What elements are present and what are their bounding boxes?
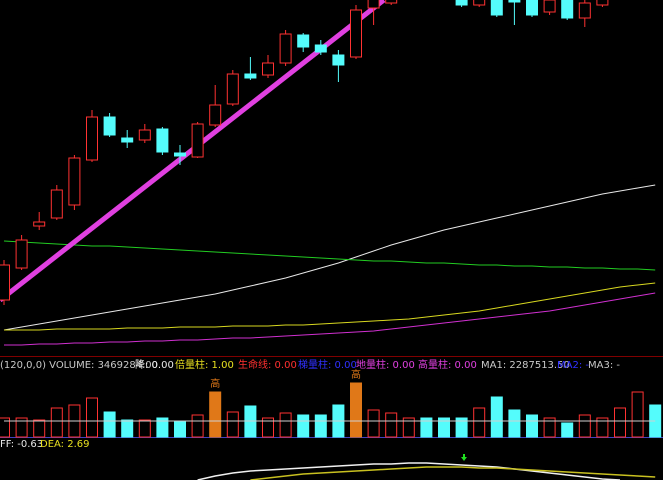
volume-bar <box>138 419 151 438</box>
volume-bar <box>508 409 521 438</box>
volume-bar <box>121 419 134 438</box>
candle-body <box>226 73 239 105</box>
candle-body <box>15 239 28 269</box>
macd-line <box>197 462 621 480</box>
volume-bar <box>402 417 415 438</box>
candle-body <box>526 0 538 16</box>
volume-bar <box>279 412 292 438</box>
candle-body <box>68 157 81 206</box>
volume-bar <box>385 412 398 438</box>
candle-body <box>103 116 116 136</box>
indicator-label: MA2: - <box>557 360 589 371</box>
volume-bar <box>15 417 28 438</box>
ma-line <box>3 184 656 331</box>
candle-body <box>244 73 257 79</box>
volume-bar <box>578 414 591 438</box>
indicator-label: MA3: - <box>588 360 620 371</box>
volume-bar <box>103 411 116 438</box>
volume-bar <box>614 407 626 438</box>
volume-panel: 高高 <box>0 368 662 438</box>
volume-bar <box>86 397 98 438</box>
candle-body <box>121 137 134 143</box>
signal-arrow <box>461 454 467 461</box>
volume-bar <box>191 414 204 438</box>
candle-body <box>191 123 204 158</box>
macd-panel <box>197 462 656 480</box>
volume-annotation: 高 <box>351 368 361 381</box>
indicator-label: 倍量柱: 1.00 <box>175 358 234 371</box>
macd-label: FF: -0.63 <box>0 439 43 450</box>
candle-body <box>578 2 591 19</box>
candle-body <box>33 221 46 227</box>
indicator-label: 地量柱: 0.00 <box>356 358 415 371</box>
candle-body <box>508 0 521 3</box>
volume-bar <box>226 411 239 438</box>
candle-body <box>490 0 503 16</box>
ma-line <box>4 292 656 346</box>
indicator-label: 高量柱: 0.00 <box>418 358 477 371</box>
candle-body <box>262 62 274 76</box>
volume-bar <box>526 414 538 438</box>
candle-body <box>543 0 556 13</box>
indicator-label: 降: 0.00 <box>135 358 174 371</box>
indicator-label: MA1: 2287513.50 <box>481 360 570 371</box>
volume-bar <box>543 417 556 438</box>
candle-body <box>297 34 310 48</box>
candle-body <box>367 0 380 9</box>
volume-bar <box>262 417 274 438</box>
candle-body <box>279 33 292 64</box>
indicator-label: (120,0,0) VOLUME: 3469284.00 <box>0 360 158 371</box>
candle-body <box>50 189 63 219</box>
candle-body <box>473 0 486 6</box>
ma-line <box>4 282 656 331</box>
volume-bar <box>631 391 644 438</box>
indicator-label: 梯量柱: 0.00 <box>298 358 357 371</box>
volume-bar <box>350 382 362 438</box>
volume-bar <box>420 417 433 438</box>
candle-body <box>561 0 574 19</box>
volume-bar <box>174 421 186 438</box>
candle-body <box>332 54 345 66</box>
indicator-label: 生命线: 0.00 <box>238 358 297 371</box>
labels: (120,0,0) VOLUME: 3469284.00降: 0.00 倍量柱: … <box>0 358 620 450</box>
volume-bar <box>297 414 310 438</box>
volume-bar <box>596 417 609 438</box>
volume-bar <box>156 417 169 438</box>
candle-body <box>350 9 362 58</box>
volume-bar <box>0 417 10 438</box>
volume-bar <box>314 414 327 438</box>
volume-bar <box>438 417 450 438</box>
volume-bar <box>209 391 222 438</box>
volume-bar <box>455 417 468 438</box>
volume-bar <box>561 422 574 438</box>
candle-body <box>314 44 327 53</box>
price-panel <box>0 0 656 346</box>
candle-body <box>455 0 468 6</box>
candle-body <box>209 104 222 126</box>
candle-body <box>385 0 398 4</box>
ma-line <box>3 240 656 271</box>
candle-body <box>596 0 609 6</box>
volume-bar <box>473 407 486 438</box>
candle-body <box>156 128 169 153</box>
candle-body <box>86 116 98 161</box>
macd-label: DEA: 2.69 <box>40 439 90 450</box>
volume-bar <box>367 409 380 438</box>
volume-bar <box>490 396 503 438</box>
candle-body <box>174 152 186 157</box>
macd-line <box>250 466 656 480</box>
volume-bar <box>33 419 46 438</box>
volume-bar <box>50 407 63 438</box>
volume-annotation: 高 <box>210 377 220 390</box>
candle-body <box>0 264 10 301</box>
candle-body <box>138 129 151 141</box>
